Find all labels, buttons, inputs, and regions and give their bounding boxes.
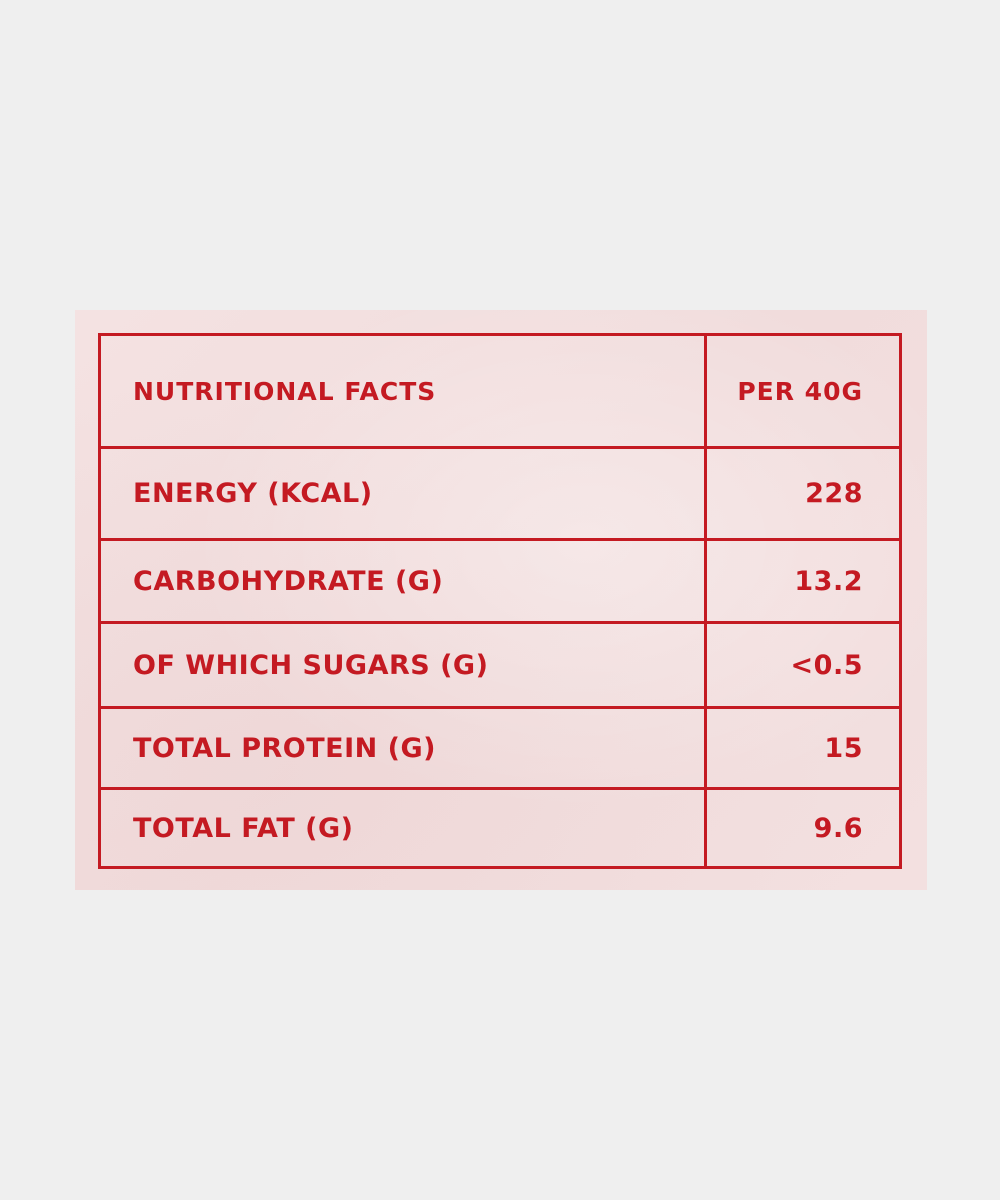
header-value: PER 40G xyxy=(737,376,863,406)
table-row-energy: ENERGY (KCAL) 228 xyxy=(101,449,899,541)
table-row-fat: TOTAL FAT (G) 9.6 xyxy=(101,790,899,866)
column-divider xyxy=(704,541,707,621)
row-label: TOTAL PROTEIN (G) xyxy=(133,732,436,764)
header-label: NUTRITIONAL FACTS xyxy=(133,376,437,406)
nutrition-table: NUTRITIONAL FACTS PER 40G ENERGY (KCAL) … xyxy=(98,333,902,869)
column-divider xyxy=(704,449,707,538)
table-row-protein: TOTAL PROTEIN (G) 15 xyxy=(101,709,899,790)
row-label: ENERGY (KCAL) xyxy=(133,478,373,509)
table-row-carbohydrate: CARBOHYDRATE (G) 13.2 xyxy=(101,541,899,624)
column-divider xyxy=(704,709,707,787)
row-label: TOTAL FAT (G) xyxy=(133,812,354,844)
column-divider xyxy=(704,790,707,866)
row-value: 228 xyxy=(805,478,863,509)
label-card xyxy=(75,310,927,890)
row-value: 13.2 xyxy=(794,565,863,597)
row-value: <0.5 xyxy=(790,649,863,681)
column-divider xyxy=(704,624,707,706)
row-label: CARBOHYDRATE (G) xyxy=(133,565,444,597)
table-row-sugars: OF WHICH SUGARS (G) <0.5 xyxy=(101,624,899,709)
table-header-row: NUTRITIONAL FACTS PER 40G xyxy=(101,336,899,449)
row-value: 15 xyxy=(824,732,863,764)
row-label: OF WHICH SUGARS (G) xyxy=(133,649,489,681)
column-divider xyxy=(704,336,707,446)
row-value: 9.6 xyxy=(813,812,863,844)
